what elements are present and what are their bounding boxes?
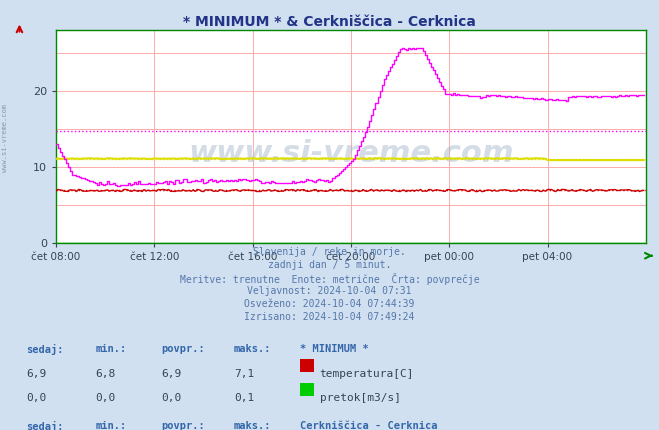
Text: www.si-vreme.com: www.si-vreme.com [2, 104, 9, 172]
Text: povpr.:: povpr.: [161, 344, 205, 354]
Text: 6,9: 6,9 [26, 369, 47, 379]
Text: min.:: min.: [96, 344, 127, 354]
Text: 0,0: 0,0 [26, 393, 47, 402]
Text: * MINIMUM * & Cerkniščica - Cerknica: * MINIMUM * & Cerkniščica - Cerknica [183, 15, 476, 29]
Text: * MINIMUM *: * MINIMUM * [300, 344, 368, 354]
Text: 0,0: 0,0 [96, 393, 116, 402]
Text: 6,9: 6,9 [161, 369, 182, 379]
Text: povpr.:: povpr.: [161, 421, 205, 430]
Text: temperatura[C]: temperatura[C] [320, 369, 414, 379]
Text: Osveženo: 2024-10-04 07:44:39: Osveženo: 2024-10-04 07:44:39 [244, 299, 415, 309]
Text: Izrisano: 2024-10-04 07:49:24: Izrisano: 2024-10-04 07:49:24 [244, 312, 415, 322]
Text: 0,0: 0,0 [161, 393, 182, 402]
Text: Meritve: trenutne  Enote: metrične  Črta: povprečje: Meritve: trenutne Enote: metrične Črta: … [180, 273, 479, 285]
Text: sedaj:: sedaj: [26, 344, 64, 355]
Text: maks.:: maks.: [234, 344, 272, 354]
Text: 7,1: 7,1 [234, 369, 254, 379]
Text: 0,1: 0,1 [234, 393, 254, 402]
Text: Veljavnost: 2024-10-04 07:31: Veljavnost: 2024-10-04 07:31 [247, 286, 412, 296]
Text: zadnji dan / 5 minut.: zadnji dan / 5 minut. [268, 260, 391, 270]
Text: www.si-vreme.com: www.si-vreme.com [188, 139, 514, 168]
Text: sedaj:: sedaj: [26, 421, 64, 430]
Text: maks.:: maks.: [234, 421, 272, 430]
Text: pretok[m3/s]: pretok[m3/s] [320, 393, 401, 402]
Text: Cerkniščica - Cerknica: Cerkniščica - Cerknica [300, 421, 438, 430]
Text: 6,8: 6,8 [96, 369, 116, 379]
Text: min.:: min.: [96, 421, 127, 430]
Text: Slovenija / reke in morje.: Slovenija / reke in morje. [253, 247, 406, 257]
